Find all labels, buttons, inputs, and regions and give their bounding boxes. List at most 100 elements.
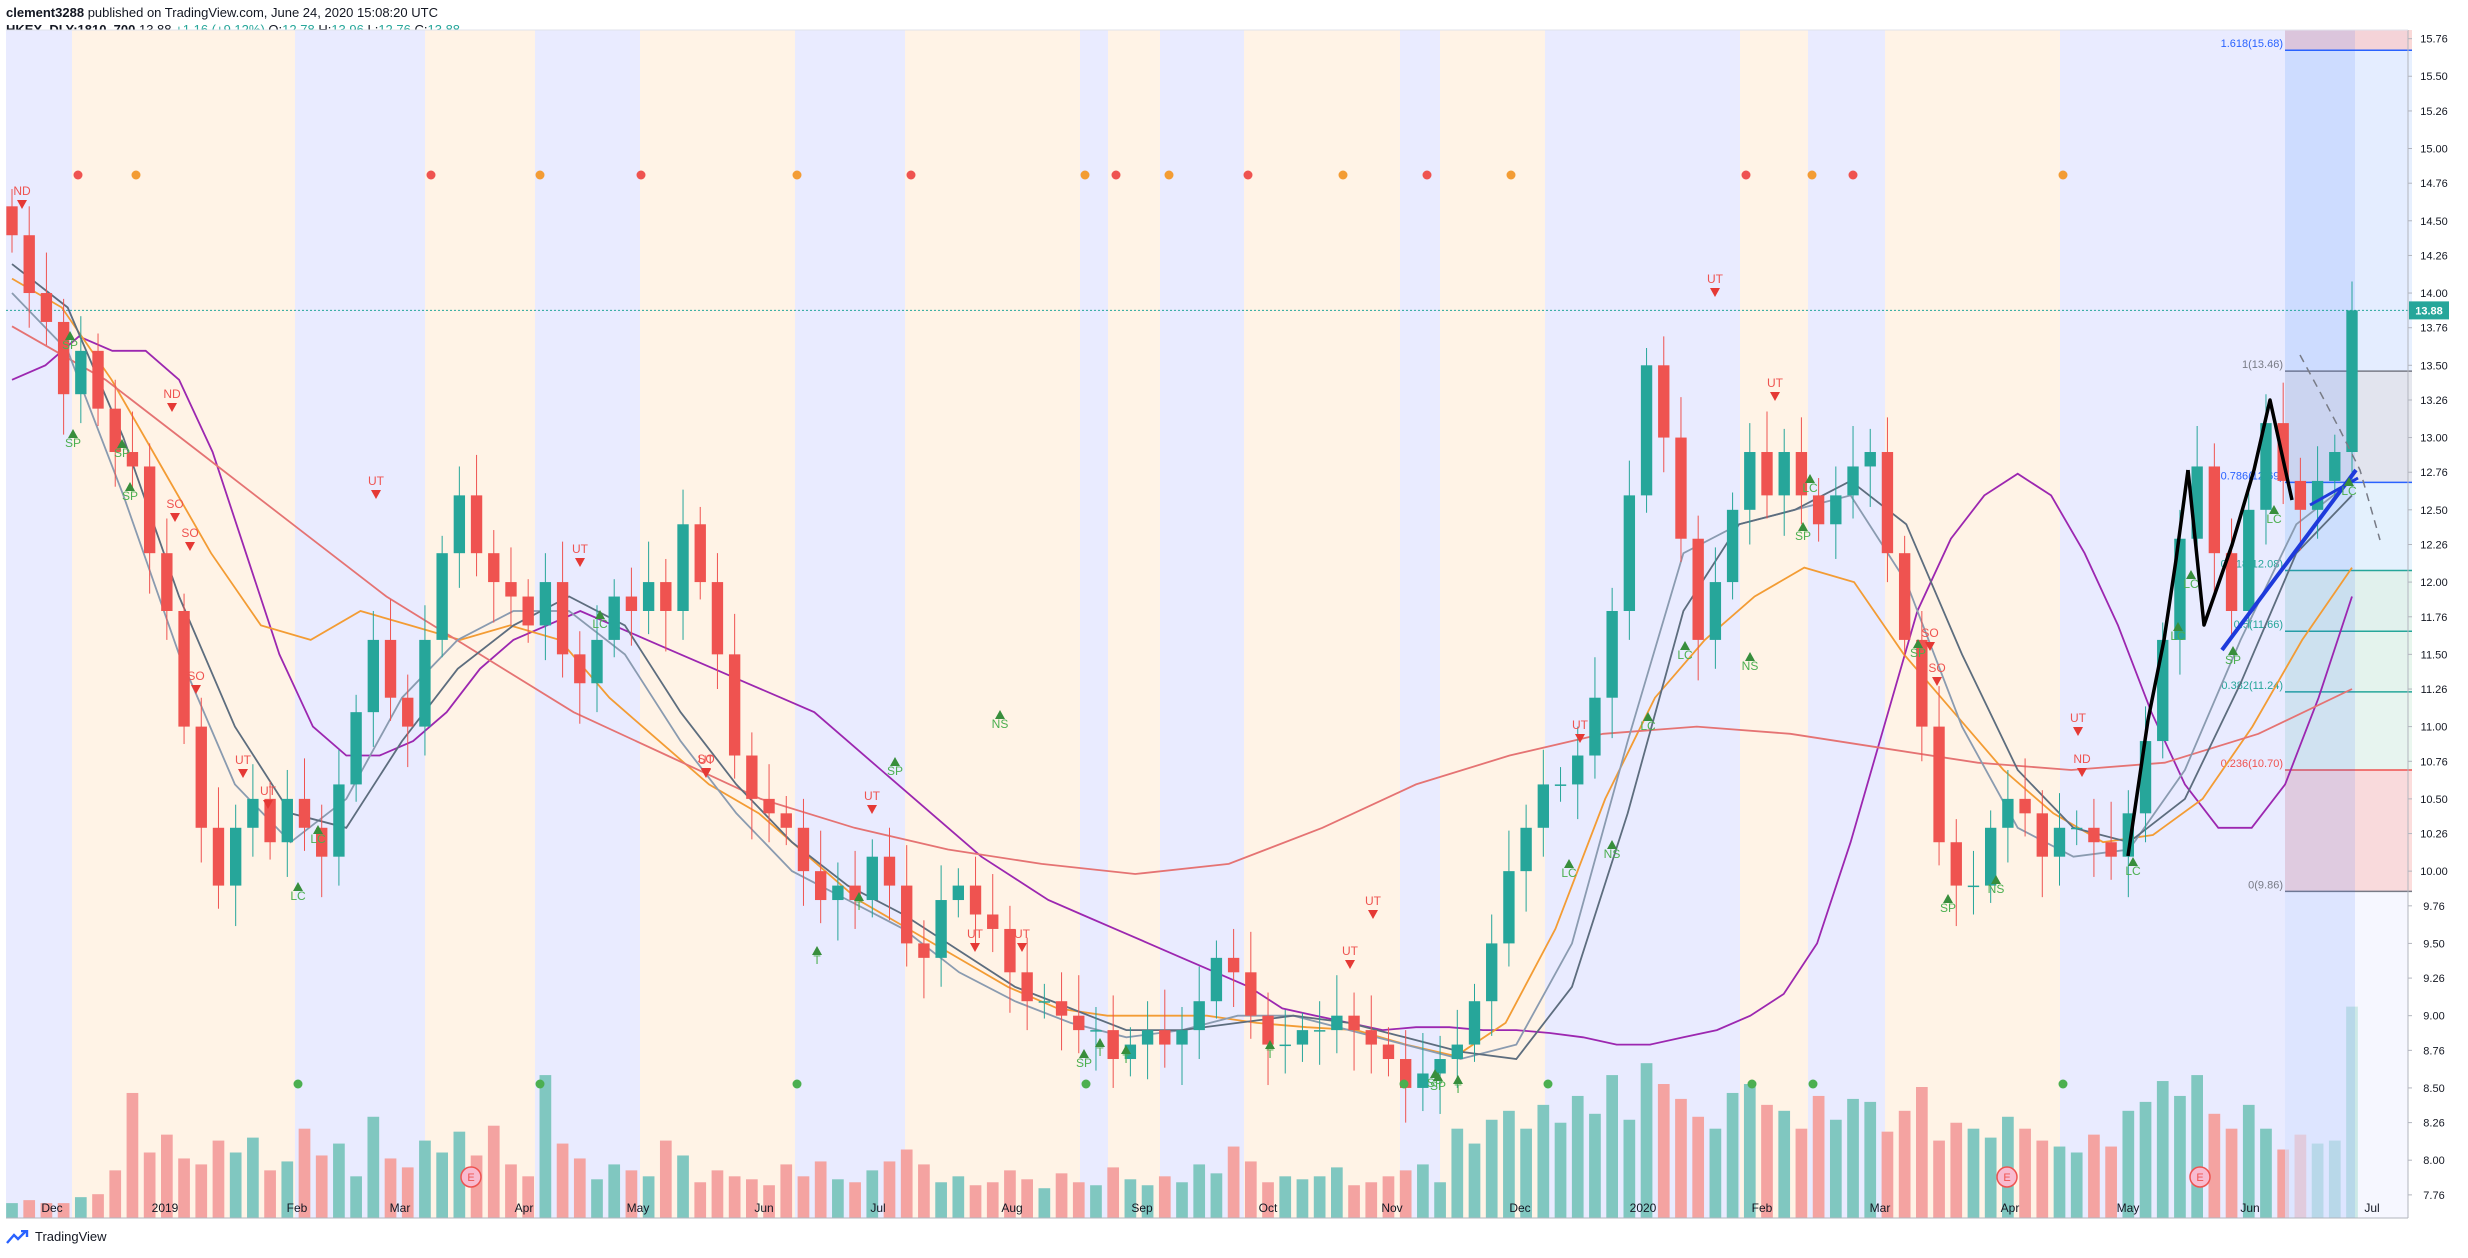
fib-zone [2285,30,2412,51]
signal-label-ns: NS [992,717,1009,731]
volume-bar [1554,1122,1567,1218]
x-tick-label: Jul [870,1201,885,1215]
volume-bar [2174,1095,2186,1218]
buy-signal-marker [1680,641,1690,650]
sell-signal-marker [185,542,195,551]
signal-label-ut: UT [1572,718,1589,732]
sell-signal-marker [1345,960,1355,969]
publish-line: clement3288 published on TradingView.com… [6,4,460,21]
x-tick-label: Feb [287,1201,308,1215]
volume-bar [1158,1176,1171,1218]
volume-bar [315,1155,328,1218]
buy-signal-marker [1805,474,1815,483]
sell-signal-marker [238,769,248,778]
volume-bar [281,1161,294,1218]
volume-bar [1296,1179,1309,1218]
volume-bar [2019,1128,2031,1218]
candle-body [1967,885,1980,888]
fib-zone [2285,769,2412,892]
y-tick-label: 9.50 [2423,938,2444,950]
candle-body [470,495,483,554]
signal-label-ns: NS [1742,659,1759,673]
signal-label-sp: SP [1910,646,1926,660]
volume-bar [57,1203,70,1218]
last-price-tag-label: 13.88 [2415,305,2443,317]
y-tick-label: 11.26 [2421,684,2448,696]
candle-body [1709,582,1722,640]
signal-label-sp: SP [65,436,81,450]
volume-bar [918,1164,930,1218]
x-tick-label: 2019 [152,1201,179,1215]
volume-bar [1090,1185,1102,1218]
signal-label-lc: LC [2170,629,2186,643]
sell-signal-marker [1575,734,1585,743]
signal-markers: NDNDUTUTUTUTUTUTUTUTUTNDSOSOSOSOSOSOUTUT… [13,170,2357,1188]
volume-bar [453,1131,466,1218]
session-bands [6,30,2408,1218]
candle-body [642,582,655,611]
signal-label-lc: LC [1561,866,1577,880]
session-band [1885,30,2060,1218]
volume-bar [1451,1128,1464,1218]
signal-star [1243,170,1253,180]
volume-bar [1210,1173,1223,1218]
candle-body [1984,827,1997,886]
trend-line-dashed [2299,354,2381,541]
candle-body [1744,452,1756,510]
volume-bar [746,1179,758,1218]
candle-body [1589,697,1601,756]
y-tick-label: 14.76 [2420,178,2448,190]
signal-label-t: T [1454,1082,1462,1096]
buy-signal-marker [995,710,1005,719]
session-band [795,30,905,1218]
x-tick-label: May [2117,1201,2140,1215]
volume-bar [1709,1128,1722,1218]
volume-bar [2122,1110,2135,1218]
volume-bar [1107,1167,1120,1218]
y-tick-label: 8.76 [2423,1045,2444,1057]
volume-bar [1227,1146,1240,1218]
signal-label-so: SO [1921,626,1938,640]
candle-body [625,596,638,611]
volume-bar [195,1164,208,1218]
candle-body [694,524,706,583]
candle-body [367,639,380,713]
signal-star [792,170,802,180]
candle-body [1451,1044,1463,1060]
buy-signal-marker [68,429,78,438]
volume-bar [711,1170,724,1218]
y-tick-label: 15.26 [2420,106,2448,118]
volume-bar [1399,1170,1412,1218]
volume-bar [1434,1182,1446,1218]
sell-signal-marker [191,685,201,694]
volume-bar [539,1075,552,1218]
signal-label-t: T [1122,1052,1130,1066]
candle-body [901,885,913,944]
volume-bar [1726,1092,1739,1218]
candle-body [298,798,311,828]
volume-bar [1984,1137,1997,1218]
volume-bar [109,1170,122,1218]
candle-body [1038,1001,1051,1003]
candlesticks [6,188,2358,1123]
volume-bar [1657,1084,1670,1218]
y-tick-label: 13.50 [2420,360,2448,372]
candle-body [1830,495,1842,525]
candle-body [832,885,844,901]
candle-body [1916,639,1928,727]
signal-label-so: SO [166,497,183,511]
candle-body [1176,1030,1188,1045]
signal-label-sp: SP [1795,529,1811,543]
publisher-name[interactable]: clement3288 [6,5,85,20]
candle-body [57,321,70,395]
buy-signal-marker [1607,840,1617,849]
volume-bar [1916,1087,1928,1218]
brand-name[interactable]: TradingView [35,1229,107,1244]
signal-star [1747,1079,1757,1089]
y-tick-label: 10.00 [2420,866,2448,878]
volume-bar [1124,1179,1137,1218]
volume-bar [436,1152,448,1218]
volume-bar [573,1158,586,1218]
signal-star [73,170,83,180]
